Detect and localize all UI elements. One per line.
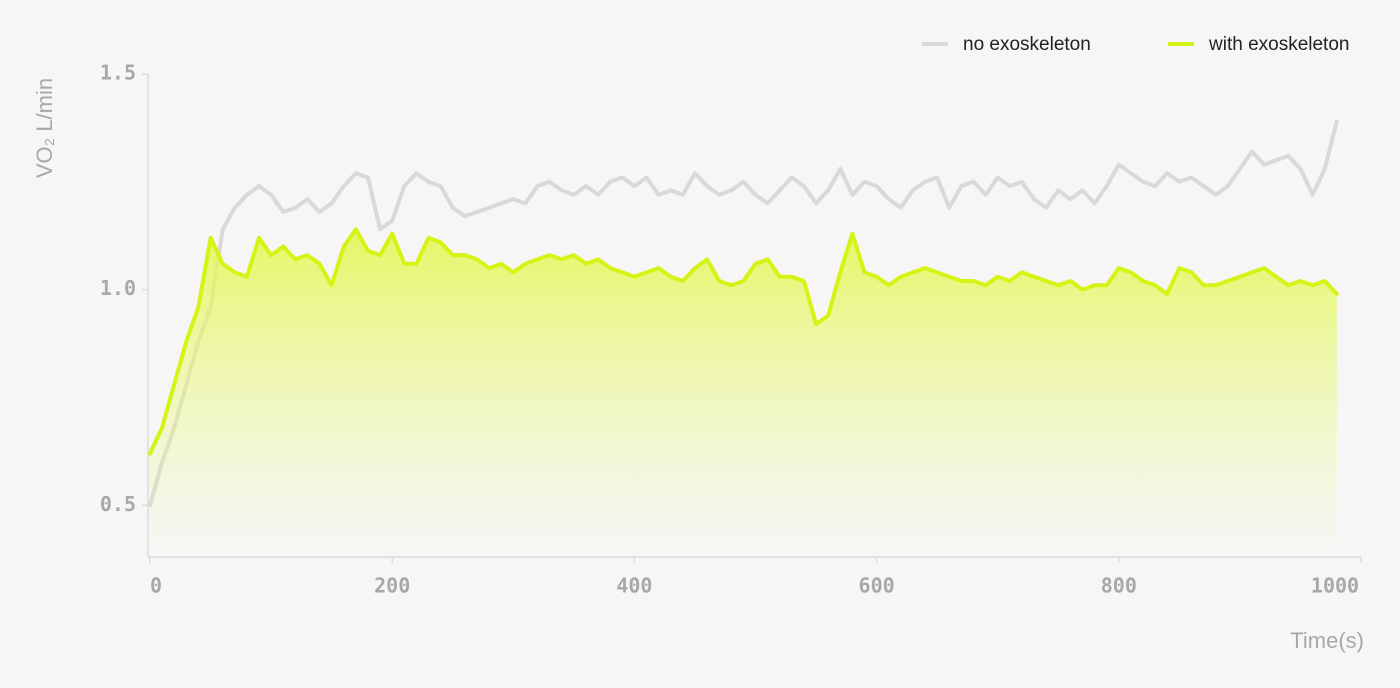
legend-label: with exoskeleton [1208, 34, 1349, 55]
x-tick-label: 800 [1101, 574, 1137, 598]
x-axis-label: Time(s) [1290, 628, 1364, 653]
x-tick-label: 200 [374, 574, 410, 598]
x-tick-label: 400 [616, 574, 652, 598]
y-tick-label: 0.5 [100, 492, 136, 516]
x-tick-label: 0 [150, 574, 162, 598]
area [150, 229, 1337, 558]
y-axis-label: VO₂ L/min [32, 78, 57, 178]
y-tick-label: 1.0 [100, 276, 136, 300]
line [148, 119, 1339, 508]
legend-label: no exoskeleton [963, 34, 1091, 55]
y-tick-label: 1.5 [100, 61, 136, 85]
x-tick-label: 600 [859, 574, 895, 598]
x-tick-label: 1000 [1311, 574, 1359, 598]
line [148, 227, 1339, 456]
